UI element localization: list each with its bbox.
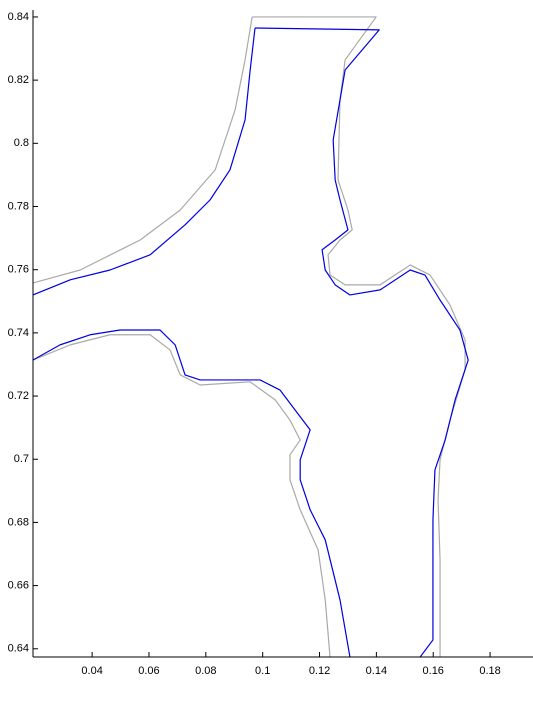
y-tick-label: 0.64 bbox=[8, 643, 29, 655]
y-tick-label: 0.74 bbox=[8, 327, 29, 339]
x-tick-label: 0.16 bbox=[423, 665, 444, 677]
x-tick-label: 0.18 bbox=[479, 665, 500, 677]
chart: 0.04 0.06 0.08 0.1 0.12 0.14 0.16 0.18 0.64 0.66 0… bbox=[0, 0, 533, 708]
mesh-outline bbox=[255, 28, 468, 657]
y-tick-label: 0.66 bbox=[8, 580, 29, 592]
plot-area bbox=[33, 17, 468, 657]
y-tick-label: 0.78 bbox=[8, 200, 29, 212]
x-tick-label: 0.14 bbox=[366, 665, 387, 677]
x-tick-label: 0.06 bbox=[138, 665, 159, 677]
x-tick-label: 0.04 bbox=[81, 665, 102, 677]
mesh-outline bbox=[33, 28, 255, 295]
y-tick-label: 0.68 bbox=[8, 516, 29, 528]
mesh-outline bbox=[33, 17, 252, 283]
y-tick-label: 0.84 bbox=[8, 11, 29, 23]
y-tick-label: 0.82 bbox=[8, 74, 29, 86]
x-tick-label: 0.1 bbox=[255, 665, 270, 677]
y-tick-label: 0.7 bbox=[14, 453, 29, 465]
y-tick-label: 0.8 bbox=[14, 137, 29, 149]
y-tick-label: 0.76 bbox=[8, 264, 29, 276]
mesh-outline bbox=[33, 330, 350, 657]
x-tick-label: 0.08 bbox=[195, 665, 216, 677]
page: {"chart_data": { "type": "line", "xlim":… bbox=[0, 0, 533, 708]
mesh-outline bbox=[33, 335, 330, 657]
x-tick-label: 0.12 bbox=[309, 665, 330, 677]
y-tick-label: 0.72 bbox=[8, 390, 29, 402]
